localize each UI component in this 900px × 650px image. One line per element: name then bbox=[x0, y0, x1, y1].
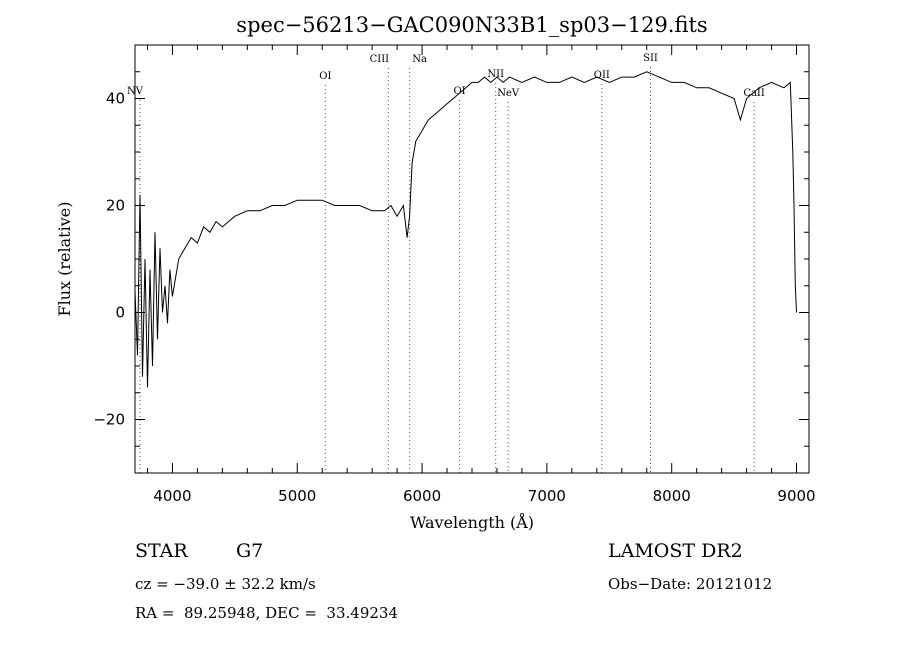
obs-date: Obs−Date: 20121012 bbox=[608, 575, 773, 593]
x-axis-label: Wavelength (Å) bbox=[410, 512, 534, 532]
survey-name: LAMOST DR2 bbox=[608, 540, 743, 562]
y-tick-label: 40 bbox=[106, 90, 125, 108]
spectral-subclass: G7 bbox=[236, 540, 264, 562]
line-marker-label: Na bbox=[412, 54, 427, 65]
y-tick-label: 20 bbox=[106, 197, 125, 215]
line-marker-label: CaII bbox=[743, 88, 765, 99]
y-axis-label: Flux (relative) bbox=[55, 202, 74, 317]
x-tick-label: 6000 bbox=[403, 487, 441, 505]
axis-ticks: 4000 5000 6000 7000 8000 9000 −20 0 20 40 bbox=[93, 44, 816, 505]
object-class: STAR bbox=[135, 540, 188, 562]
x-tick-label: 5000 bbox=[278, 487, 316, 505]
x-tick-label: 9000 bbox=[777, 487, 815, 505]
y-tick-label: −20 bbox=[93, 411, 125, 429]
line-marker-label: OI bbox=[319, 71, 331, 82]
line-marker-label: SII bbox=[643, 53, 658, 64]
coordinates: RA = 89.25948, DEC = 33.49234 bbox=[135, 604, 399, 622]
line-marker-label: OII bbox=[594, 70, 610, 81]
redshift-text: cz = −39.0 ± 32.2 km/s bbox=[135, 575, 316, 593]
x-tick-label: 8000 bbox=[653, 487, 691, 505]
line-marker-label: NII bbox=[487, 69, 504, 80]
line-marker-label: NeV bbox=[497, 88, 520, 99]
spectrum-line bbox=[134, 71, 797, 388]
plot-frame bbox=[134, 44, 810, 474]
chart-title: spec−56213−GAC090N33B1_sp03−129.fits bbox=[236, 13, 707, 37]
line-marker-label: CIII bbox=[370, 54, 390, 65]
x-tick-label: 7000 bbox=[528, 487, 566, 505]
line-marker-label: OI bbox=[453, 86, 465, 97]
x-tick-label: 4000 bbox=[153, 487, 191, 505]
y-tick-label: 0 bbox=[115, 304, 125, 322]
